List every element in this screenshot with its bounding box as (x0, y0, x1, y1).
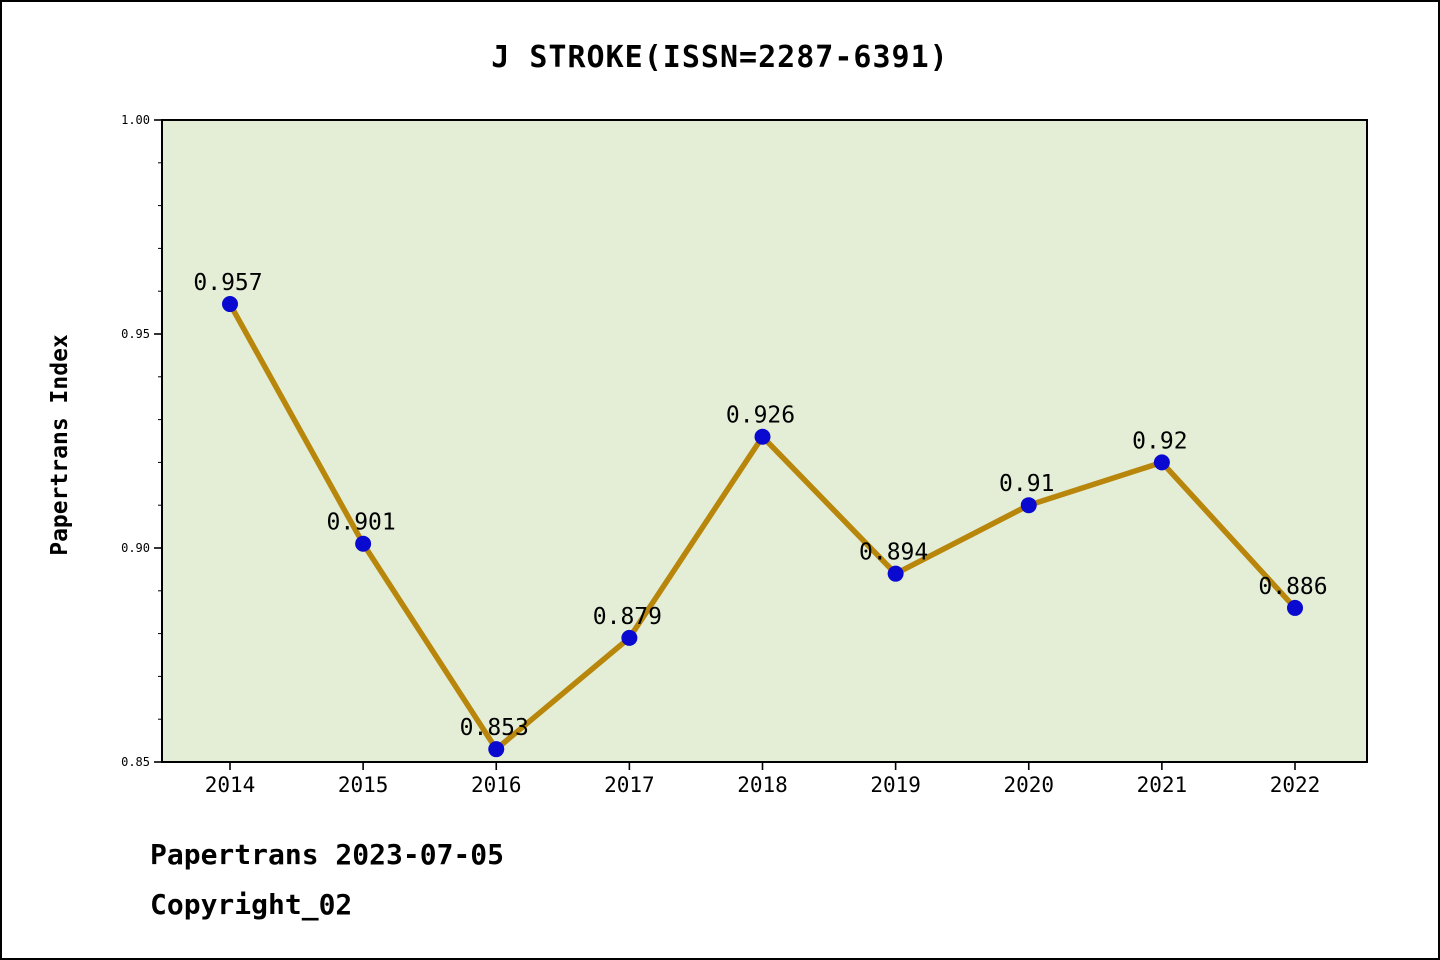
data-point (488, 741, 505, 758)
x-tick-label: 2014 (205, 773, 256, 797)
x-tick-label: 2021 (1137, 773, 1188, 797)
y-tick-label: 0.90 (121, 541, 150, 555)
data-point-label: 0.901 (327, 510, 396, 536)
x-tick-label: 2016 (471, 773, 522, 797)
x-tick-label: 2017 (604, 773, 655, 797)
x-tick-label: 2022 (1270, 773, 1321, 797)
data-point-label: 0.91 (999, 471, 1054, 497)
data-point-label: 0.886 (1258, 574, 1327, 600)
y-tick-label: 0.85 (121, 755, 150, 769)
x-tick-label: 2019 (870, 773, 921, 797)
x-tick-label: 2020 (1003, 773, 1054, 797)
data-point-label: 0.879 (593, 604, 662, 630)
footer-copyright: Copyright_02 (150, 888, 353, 921)
data-point-label: 0.926 (726, 403, 795, 429)
data-point (887, 565, 904, 582)
footer-date: Papertrans 2023-07-05 (150, 838, 505, 871)
data-point (1153, 454, 1170, 471)
data-point (1020, 497, 1037, 514)
data-point (355, 535, 372, 552)
data-point-label: 0.92 (1132, 428, 1187, 454)
data-point-label: 0.957 (193, 270, 262, 296)
y-tick-label: 1.00 (121, 113, 150, 127)
x-tick-label: 2015 (338, 773, 389, 797)
x-tick-label: 2018 (737, 773, 788, 797)
data-point-label: 0.853 (460, 715, 529, 741)
data-point (1287, 599, 1303, 616)
data-point (754, 428, 771, 445)
chart-title: J STROKE(ISSN=2287-6391) (491, 40, 949, 75)
data-point (621, 629, 638, 646)
data-point-label: 0.894 (859, 540, 928, 566)
y-tick-label: 0.95 (121, 327, 150, 341)
data-point (222, 296, 238, 313)
